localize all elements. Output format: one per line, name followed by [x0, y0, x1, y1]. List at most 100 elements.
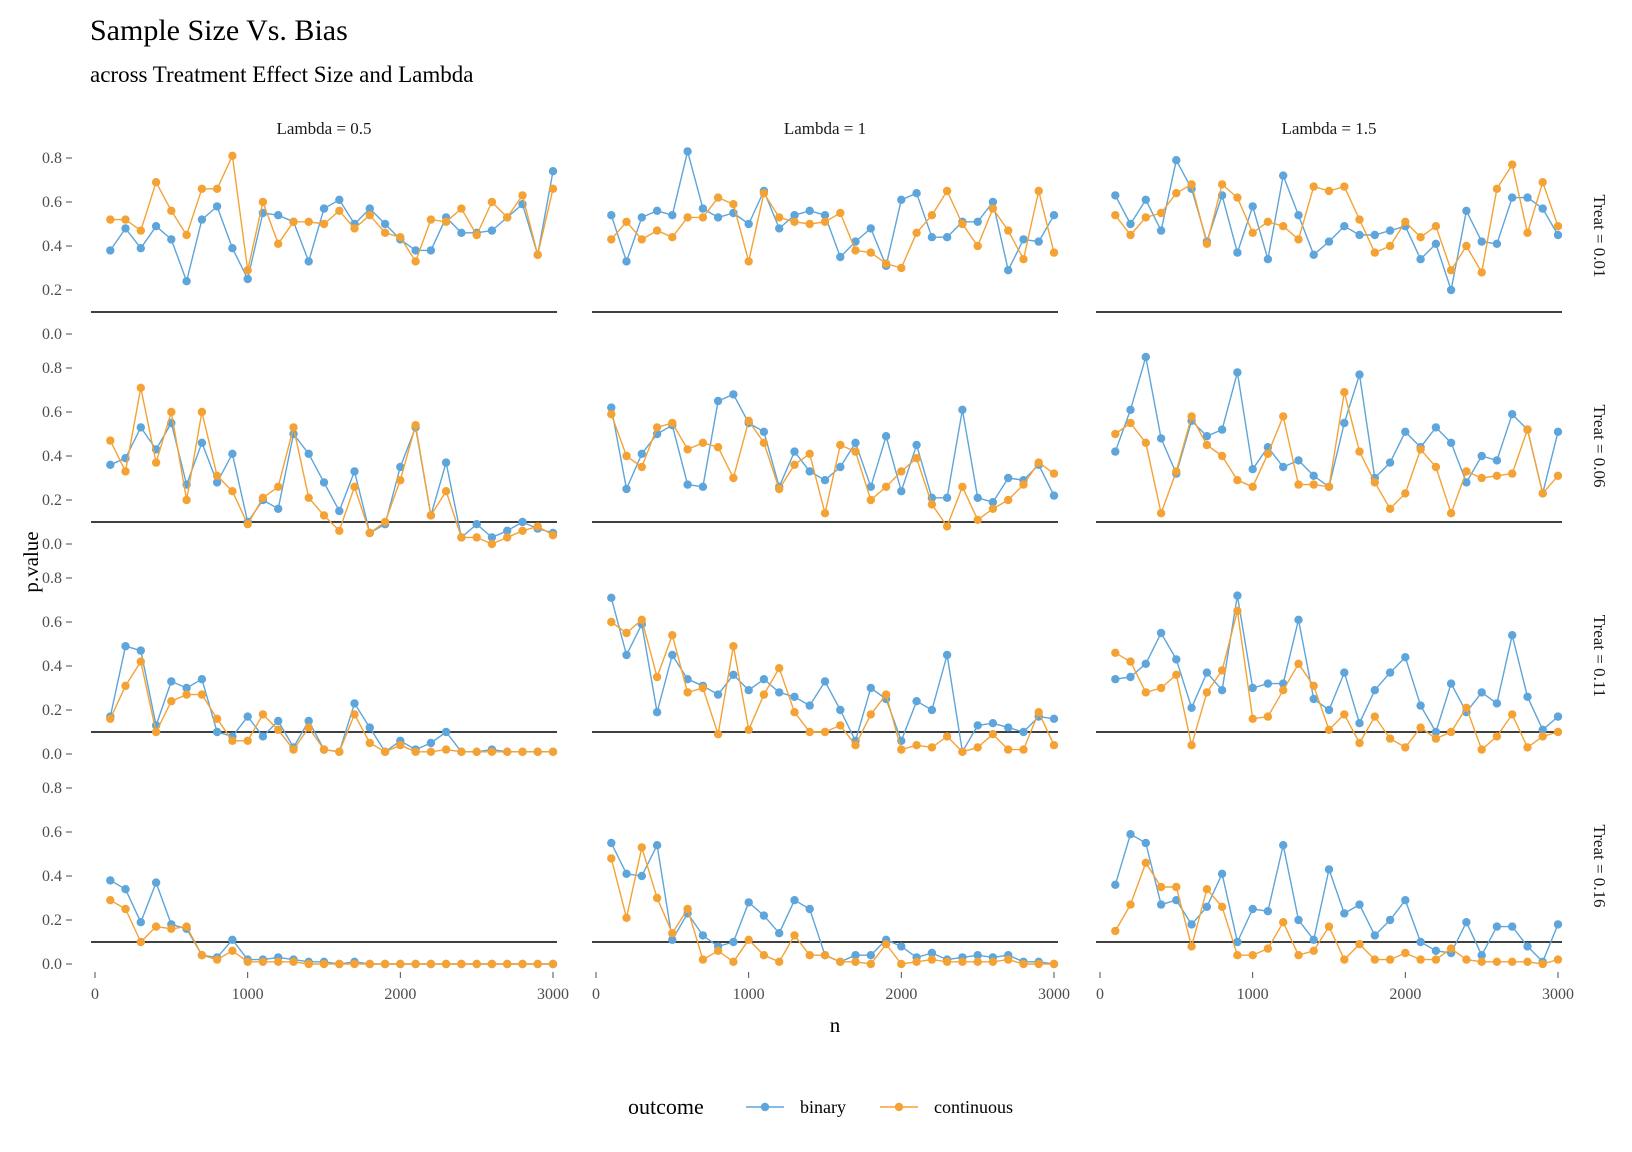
point-binary — [106, 460, 115, 469]
point-continuous — [1477, 268, 1486, 277]
point-binary — [1141, 659, 1151, 668]
point-continuous — [304, 217, 313, 226]
x-tick-label-c1-2: 2000 — [885, 986, 917, 1003]
point-continuous — [1416, 723, 1425, 732]
point-continuous — [1187, 412, 1196, 421]
point-continuous — [1217, 451, 1227, 461]
point-continuous — [1111, 211, 1120, 220]
point-binary — [1156, 226, 1166, 235]
point-binary — [805, 701, 814, 710]
point-binary — [790, 211, 799, 220]
point-continuous — [548, 959, 558, 969]
point-continuous — [1141, 858, 1151, 867]
point-continuous — [881, 482, 891, 491]
point-continuous — [1477, 745, 1486, 754]
point-continuous — [319, 511, 329, 520]
point-continuous — [304, 493, 313, 502]
point-continuous — [1034, 708, 1043, 717]
point-continuous — [396, 233, 405, 242]
point-continuous — [151, 727, 161, 737]
point-continuous — [622, 217, 631, 226]
point-binary — [942, 233, 952, 242]
point-continuous — [1492, 471, 1502, 480]
point-continuous — [457, 959, 466, 969]
point-binary — [1477, 237, 1486, 246]
point-binary — [652, 206, 662, 215]
point-continuous — [622, 913, 631, 922]
point-continuous — [335, 959, 344, 969]
point-continuous — [729, 642, 738, 651]
point-binary — [775, 929, 784, 938]
point-continuous — [503, 533, 512, 542]
series-line-binary — [610, 150, 1055, 271]
point-binary — [350, 699, 359, 708]
point-binary — [182, 277, 191, 286]
panel-r3-c0 — [91, 876, 558, 969]
point-continuous — [1172, 189, 1181, 198]
point-binary — [1416, 255, 1425, 264]
point-continuous — [652, 672, 662, 682]
point-binary — [365, 204, 374, 213]
point-continuous — [457, 533, 466, 542]
point-continuous — [775, 957, 784, 966]
point-continuous — [1248, 228, 1257, 237]
point-binary — [668, 650, 677, 660]
legend-key-continuous-point — [894, 1102, 904, 1112]
point-continuous — [942, 186, 952, 196]
point-binary — [1324, 237, 1334, 246]
point-continuous — [457, 204, 466, 213]
point-continuous — [851, 957, 860, 966]
point-binary — [1553, 712, 1563, 721]
point-continuous — [1431, 734, 1441, 743]
point-binary — [1492, 239, 1502, 248]
point-binary — [988, 197, 998, 207]
point-continuous — [1477, 473, 1486, 483]
legend-key-binary-point — [760, 1102, 770, 1112]
point-binary — [637, 871, 646, 881]
point-continuous — [1019, 480, 1028, 489]
point-continuous — [1370, 478, 1380, 487]
point-binary — [441, 458, 451, 467]
point-continuous — [1187, 180, 1196, 189]
point-continuous — [1553, 471, 1563, 480]
point-continuous — [912, 957, 921, 966]
point-continuous — [1156, 509, 1166, 518]
facet-strip-col-0: Lambda = 0.5 — [276, 119, 371, 138]
series-line-binary — [109, 879, 553, 965]
point-binary — [441, 727, 451, 737]
point-continuous — [1126, 657, 1135, 666]
point-continuous — [958, 747, 967, 756]
y-tick-label-r2-2: 0.4 — [42, 658, 62, 675]
point-binary — [182, 683, 191, 693]
point-continuous — [228, 487, 237, 496]
y-tick-label-r2-1: 0.2 — [42, 702, 62, 719]
point-binary — [1309, 694, 1318, 704]
point-continuous — [1279, 686, 1288, 695]
point-continuous — [243, 520, 252, 529]
point-continuous — [319, 745, 329, 754]
point-binary — [1294, 615, 1303, 624]
point-continuous — [1004, 495, 1013, 505]
point-binary — [836, 705, 845, 715]
point-continuous — [274, 482, 283, 491]
point-continuous — [1416, 955, 1425, 964]
point-binary — [228, 449, 237, 458]
point-continuous — [1462, 955, 1471, 964]
point-binary — [622, 650, 631, 660]
point-binary — [1523, 193, 1532, 202]
point-continuous — [1370, 955, 1380, 964]
point-continuous — [182, 690, 191, 699]
point-continuous — [1416, 233, 1425, 242]
facet-strip-row-0: Treat = 0.01 — [1590, 194, 1609, 277]
point-continuous — [1416, 445, 1425, 454]
legend-title: outcome — [628, 1094, 704, 1119]
point-binary — [927, 705, 937, 715]
point-continuous — [182, 495, 191, 505]
point-continuous — [1462, 241, 1471, 251]
point-binary — [136, 423, 145, 432]
point-continuous — [1324, 482, 1334, 491]
point-continuous — [744, 935, 753, 944]
point-binary — [820, 476, 830, 485]
point-continuous — [744, 416, 753, 425]
point-continuous — [683, 213, 692, 222]
